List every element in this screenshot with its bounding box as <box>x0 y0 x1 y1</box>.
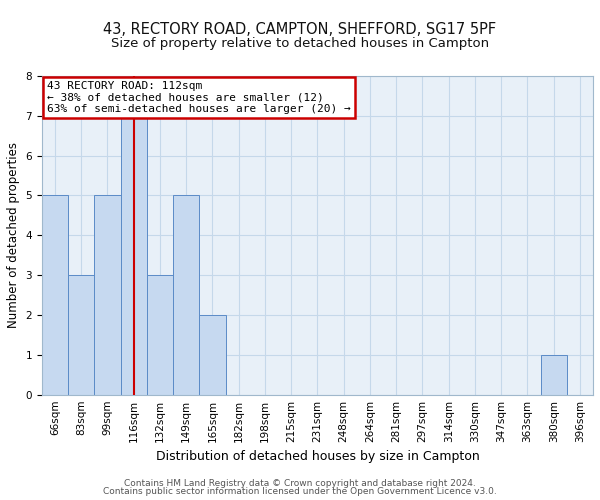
Bar <box>199 315 226 394</box>
Y-axis label: Number of detached properties: Number of detached properties <box>7 142 20 328</box>
Bar <box>541 355 567 395</box>
Text: Contains public sector information licensed under the Open Government Licence v3: Contains public sector information licen… <box>103 487 497 496</box>
Bar <box>173 196 199 394</box>
Bar <box>42 196 68 394</box>
X-axis label: Distribution of detached houses by size in Campton: Distribution of detached houses by size … <box>155 450 479 463</box>
Text: Contains HM Land Registry data © Crown copyright and database right 2024.: Contains HM Land Registry data © Crown c… <box>124 478 476 488</box>
Bar <box>94 196 121 394</box>
Bar <box>147 275 173 394</box>
Text: 43, RECTORY ROAD, CAMPTON, SHEFFORD, SG17 5PF: 43, RECTORY ROAD, CAMPTON, SHEFFORD, SG1… <box>103 22 497 38</box>
Bar <box>121 116 147 394</box>
Bar <box>68 275 94 394</box>
Text: Size of property relative to detached houses in Campton: Size of property relative to detached ho… <box>111 38 489 51</box>
Text: 43 RECTORY ROAD: 112sqm
← 38% of detached houses are smaller (12)
63% of semi-de: 43 RECTORY ROAD: 112sqm ← 38% of detache… <box>47 80 351 114</box>
